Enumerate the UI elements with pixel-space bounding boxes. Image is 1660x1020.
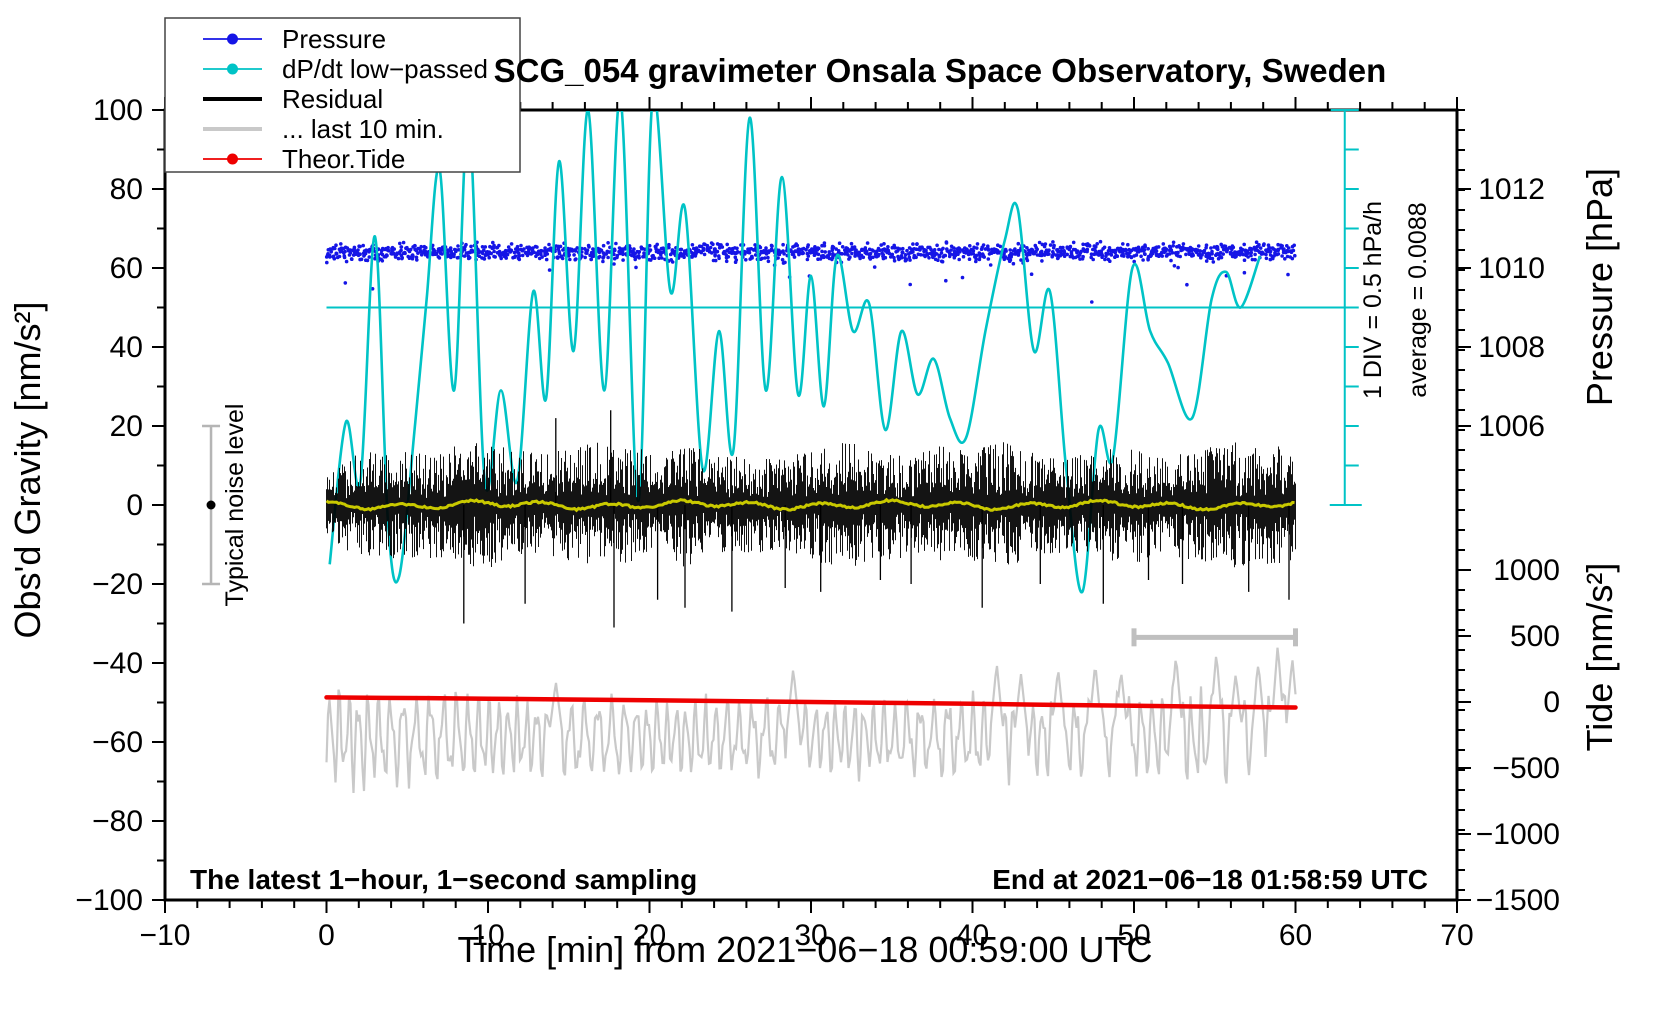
ten-min-marker-bar bbox=[1131, 628, 1298, 647]
x-axis-title: Time [min] from 2021−06−18 00:59:00 UTC bbox=[457, 929, 1152, 970]
gravity-tick-label: 20 bbox=[110, 410, 143, 443]
pressure-axis-title: Pressure [hPa] bbox=[1579, 168, 1620, 406]
x-tick-label: 60 bbox=[1279, 919, 1312, 952]
gravity-tick-label: 0 bbox=[126, 489, 143, 522]
noise-level-bar bbox=[202, 424, 221, 586]
footer-left-note: The latest 1−hour, 1−second sampling bbox=[190, 864, 697, 895]
x-tick-label: −10 bbox=[140, 919, 191, 952]
pressure-tick-label: 1008 bbox=[1478, 331, 1545, 364]
tide-tick-label: −500 bbox=[1492, 752, 1560, 785]
pressure-tick-label: 1006 bbox=[1478, 410, 1545, 443]
legend-sample-dot bbox=[227, 153, 238, 165]
pressure-tick-label: 1010 bbox=[1478, 252, 1545, 285]
div-annotation: 1 DIV = 0.5 hPa/h bbox=[1359, 201, 1387, 399]
tick-labels: −10 0 10 20 30 40 50 60 70100806040200−20−40−60−… bbox=[75, 94, 1560, 952]
gravity-tick-label: −20 bbox=[92, 568, 143, 601]
tide-axis-title: Tide [nm/s²] bbox=[1579, 563, 1620, 752]
theor-tide-series bbox=[324, 695, 1298, 710]
last10min-series bbox=[325, 647, 1297, 793]
dpdt-series bbox=[328, 111, 1262, 594]
x-tick-label: 20 bbox=[633, 919, 666, 952]
average-annotation: average = 0.0088 bbox=[1404, 202, 1432, 397]
footer-right-note: End at 2021−06−18 01:58:59 UTC bbox=[992, 864, 1428, 895]
x-tick-label: 30 bbox=[794, 919, 827, 952]
pressure-tick-label: 1012 bbox=[1478, 173, 1545, 206]
legend-label-last10: ... last 10 min. bbox=[282, 114, 444, 144]
dpdt-scalebar bbox=[326, 109, 1362, 506]
x-tick-label: 40 bbox=[956, 919, 989, 952]
tide-tick-label: 1000 bbox=[1493, 554, 1560, 587]
tide-tick-label: −1000 bbox=[1476, 818, 1560, 851]
legend-samples bbox=[203, 33, 262, 165]
noise-level-annotation: Typical noise level bbox=[221, 404, 249, 607]
tide-tick-label: 500 bbox=[1510, 620, 1560, 653]
gravity-tick-label: −100 bbox=[75, 884, 143, 917]
tide-tick-label: −1500 bbox=[1476, 884, 1560, 917]
legend-box bbox=[164, 17, 521, 173]
residual-spikes bbox=[463, 410, 1290, 628]
chart-title: SCG_054 gravimeter Onsala Space Observat… bbox=[494, 52, 1387, 89]
x-tick-label: 70 bbox=[1440, 919, 1473, 952]
left-axis-title: Obs'd Gravity [nm/s²] bbox=[7, 302, 48, 639]
series-layer bbox=[324, 111, 1298, 793]
pressure-series bbox=[324, 239, 1297, 304]
legend-label-residual: Residual bbox=[282, 84, 383, 114]
chart-text-layer: Pressure dP/dt low−passed Residual ... l… bbox=[7, 17, 1620, 970]
x-tick-label: 10 bbox=[471, 919, 504, 952]
legend-label-dpdt: dP/dt low−passed bbox=[282, 54, 488, 84]
x-tick-label: 0 bbox=[318, 919, 335, 952]
legend-label-pressure: Pressure bbox=[282, 24, 386, 54]
legend-sample-dot bbox=[227, 33, 238, 45]
gravity-tick-label: −40 bbox=[92, 647, 143, 680]
gravity-tick-label: 80 bbox=[110, 173, 143, 206]
chart-render-layer: −10 0 10 20 30 40 50 60 70100806040200−20−40−60−… bbox=[75, 94, 1560, 952]
legend-sample-dot bbox=[227, 63, 238, 75]
gravity-tick-label: 100 bbox=[93, 94, 143, 127]
tide-tick-label: 0 bbox=[1543, 686, 1560, 719]
gravity-tick-label: 40 bbox=[110, 331, 143, 364]
gravity-tick-label: −80 bbox=[92, 805, 143, 838]
gravity-tick-label: 60 bbox=[110, 252, 143, 285]
residual-lowpass-series bbox=[325, 497, 1295, 513]
x-tick-label: 50 bbox=[1117, 919, 1150, 952]
gravity-tick-label: −60 bbox=[92, 726, 143, 759]
legend-label-tide: Theor.Tide bbox=[282, 144, 405, 174]
